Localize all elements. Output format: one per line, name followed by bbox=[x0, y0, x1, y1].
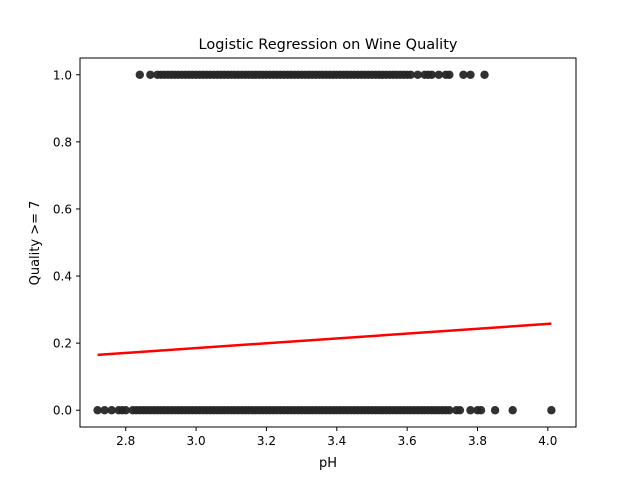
data-point-quality-0-2 bbox=[107, 406, 116, 415]
chart-title: Logistic Regression on Wine Quality bbox=[199, 37, 458, 53]
data-point-quality-0-98 bbox=[455, 406, 465, 415]
data-point-quality-0-101 bbox=[476, 406, 486, 415]
x-tick-label: 4.0 bbox=[538, 434, 557, 448]
data-point-quality-1-81 bbox=[445, 70, 454, 79]
data-point-quality-1-0 bbox=[135, 70, 144, 79]
x-tick-label: 2.8 bbox=[116, 434, 135, 448]
data-point-quality-1-1 bbox=[146, 70, 155, 79]
x-axis-label: pH bbox=[319, 456, 337, 471]
data-point-quality-0-0 bbox=[93, 406, 102, 415]
plot-frame bbox=[79, 57, 577, 428]
data-point-quality-0-99 bbox=[466, 406, 475, 415]
data-point-quality-1-83 bbox=[466, 70, 475, 79]
data-point-quality-1-84 bbox=[480, 70, 489, 79]
y-tick-label: 0.0 bbox=[53, 404, 72, 418]
y-axis-label: Quality >= 7 bbox=[28, 201, 43, 286]
y-tick-label: 1.0 bbox=[53, 68, 72, 82]
y-tick-label: 0.6 bbox=[53, 202, 72, 216]
data-point-quality-0-5 bbox=[121, 406, 130, 415]
data-point-quality-0-102 bbox=[490, 406, 500, 415]
x-tick-label: 3.8 bbox=[468, 434, 487, 448]
data-point-quality-0-96 bbox=[445, 406, 454, 415]
logistic-fit-line bbox=[97, 322, 552, 357]
x-tick-label: 3.0 bbox=[187, 434, 206, 448]
data-point-quality-1-82 bbox=[459, 70, 468, 79]
y-tick-label: 0.4 bbox=[53, 270, 72, 284]
data-point-quality-1-75 bbox=[413, 70, 422, 79]
y-tick-label: 0.8 bbox=[53, 135, 72, 149]
axes: 2.8 3.0 3.2 3.4 3.6 3.8 4.0 0.0 0.2 0.4 0.6 0.8 1.0 bbox=[53, 68, 557, 448]
data-point-quality-0-103 bbox=[508, 406, 517, 415]
data-point-quality-1-78 bbox=[427, 70, 436, 79]
plot-area bbox=[93, 70, 556, 415]
x-tick-label: 3.6 bbox=[398, 434, 417, 448]
data-point-quality-1-79 bbox=[434, 70, 444, 79]
x-tick-label: 3.4 bbox=[327, 434, 346, 448]
y-tick-label: 0.2 bbox=[53, 337, 72, 351]
x-tick-label: 3.2 bbox=[257, 434, 276, 448]
data-point-quality-0-104 bbox=[547, 406, 556, 415]
data-point-quality-1-74 bbox=[406, 70, 415, 79]
data-point-quality-0-1 bbox=[100, 406, 109, 415]
